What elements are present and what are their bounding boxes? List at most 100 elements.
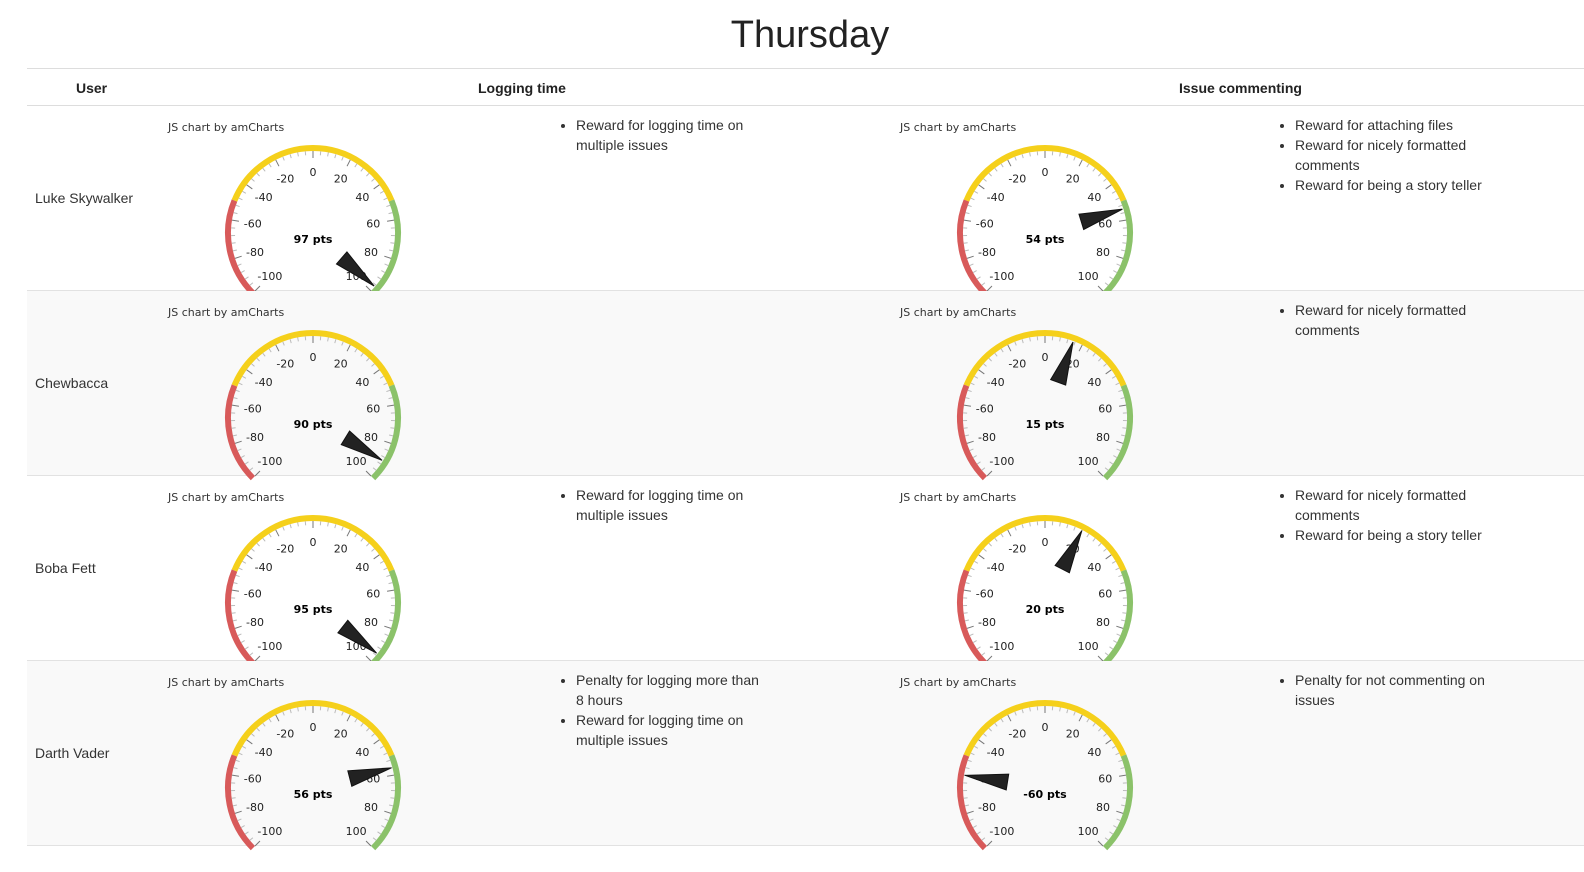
commenting-tick-mark	[1098, 727, 1102, 732]
commenting-tick-mark	[972, 640, 977, 643]
commenting-tick-mark	[1000, 533, 1004, 538]
commenting-tick-mark	[1122, 427, 1127, 429]
logging-tick-mark	[231, 427, 236, 429]
logging-tick-mark	[388, 582, 393, 585]
logging-tick-mark	[249, 652, 254, 656]
commenting-tick-mark	[974, 560, 979, 564]
logging-tick-mark	[372, 282, 377, 286]
logging-tick-mark	[233, 397, 238, 400]
commenting-needle	[964, 773, 1010, 791]
logging-tick-mark	[297, 152, 299, 157]
commenting-reward-list: Penalty for not commenting on issues	[1277, 670, 1485, 710]
amcharts-credit[interactable]: JS chart by amCharts	[900, 121, 1017, 134]
logging-tick-mark	[383, 752, 388, 756]
logging-time-gauge: JS chart by amCharts -100 -80 -60 -40 -20 0 20 4…	[168, 488, 408, 666]
commenting-tick-mark	[969, 263, 974, 267]
logging-tick-label: 80	[364, 616, 378, 629]
commenting-tick-mark	[1103, 363, 1107, 367]
commenting-tick-label: 100	[1078, 270, 1099, 283]
logging-tick-mark	[386, 219, 395, 222]
amcharts-credit[interactable]: JS chart by amCharts	[900, 491, 1017, 504]
logging-tick-mark	[341, 711, 344, 716]
logging-tick-mark	[373, 554, 380, 560]
header-logging-time: Logging time	[478, 80, 566, 96]
logging-tick-mark	[346, 714, 351, 722]
header-user: User	[76, 80, 108, 96]
amcharts-credit[interactable]: JS chart by amCharts	[168, 491, 285, 504]
amcharts-credit[interactable]: JS chart by amCharts	[168, 676, 285, 689]
list-item: Penalty for logging more than 8 hours	[576, 670, 766, 710]
logging-tick-mark	[235, 204, 240, 208]
commenting-tick-mark	[1103, 548, 1107, 552]
logging-tick-mark	[384, 633, 389, 637]
commenting-tick-mark	[1092, 722, 1096, 727]
commenting-tick-label: 20	[1066, 728, 1080, 741]
logging-time-gauge: JS chart by amCharts -100 -80 -60 -40 -20 0 20 4…	[168, 303, 408, 481]
commenting-tick-mark	[1014, 156, 1017, 161]
logging-tick-mark	[268, 533, 272, 538]
list-item: Reward for attaching files	[1295, 115, 1485, 135]
commenting-tick-mark	[966, 625, 974, 629]
logging-tick-mark	[268, 718, 272, 723]
logging-tick-label: -80	[246, 246, 264, 259]
list-item: Reward for being a story teller	[1295, 525, 1485, 545]
commenting-tick-mark	[1115, 382, 1120, 386]
logging-tick-mark	[366, 172, 370, 177]
commenting-tick-mark	[981, 837, 986, 841]
logging-tick-mark	[297, 522, 299, 527]
logging-tick-mark	[282, 341, 285, 346]
logging-tick-mark	[383, 382, 388, 386]
commenting-tick-mark	[1086, 718, 1090, 723]
logging-tick-mark	[242, 745, 247, 749]
logging-tick-mark	[327, 152, 329, 157]
issue-commenting-gauge: JS chart by amCharts-100-80-60-40-200204…	[900, 673, 1140, 851]
page-title: Thursday	[730, 14, 890, 56]
logging-tick-label: 40	[355, 746, 369, 759]
commenting-tick-mark	[976, 831, 981, 835]
commenting-tick-mark	[963, 612, 968, 614]
logging-tick-mark	[242, 375, 247, 379]
table-header: User Logging time Issue commenting	[27, 68, 1584, 106]
commenting-tick-mark	[970, 382, 975, 386]
logging-tick-mark	[381, 825, 386, 828]
logging-tick-label: 80	[364, 431, 378, 444]
scores-table: User Logging time Issue commenting Luke …	[27, 68, 1584, 851]
commenting-value-label: 54 pts	[1026, 233, 1065, 246]
logging-tick-mark	[388, 212, 393, 215]
logging-tick-mark	[240, 455, 245, 458]
commenting-tick-mark	[986, 285, 993, 292]
commenting-tick-mark	[1118, 589, 1127, 592]
logging-band-2	[370, 569, 401, 666]
logging-tick-mark	[244, 831, 249, 835]
logging-tick-mark	[381, 270, 386, 273]
commenting-tick-label: -40	[987, 561, 1005, 574]
commenting-tick-mark	[1007, 344, 1012, 352]
amcharts-credit[interactable]: JS chart by amCharts	[900, 306, 1017, 319]
logging-tick-mark	[232, 434, 237, 437]
logging-tick-mark	[379, 190, 384, 194]
logging-tick-mark	[389, 434, 394, 437]
amcharts-credit[interactable]: JS chart by amCharts	[900, 676, 1017, 689]
amcharts-credit[interactable]: JS chart by amCharts	[168, 306, 285, 319]
commenting-tick-mark	[972, 825, 977, 828]
logging-tick-label: 80	[364, 246, 378, 259]
logging-tick-mark	[360, 352, 364, 357]
commenting-needle	[1078, 208, 1123, 231]
commenting-tick-label: 100	[1078, 825, 1099, 838]
commenting-tick-label: 60	[1098, 772, 1112, 785]
commenting-tick-mark	[963, 589, 972, 592]
commenting-tick-mark	[1118, 774, 1127, 777]
commenting-tick-mark	[970, 752, 975, 756]
user-name: Chewbacca	[35, 375, 109, 391]
logging-tick-label: 0	[310, 166, 317, 179]
logging-tick-label: 40	[355, 376, 369, 389]
commenting-tick-mark	[994, 167, 998, 172]
commenting-tick-mark	[983, 548, 987, 552]
commenting-tick-mark	[1103, 178, 1107, 182]
commenting-band-2	[1102, 754, 1133, 851]
amcharts-credit[interactable]: JS chart by amCharts	[168, 121, 285, 134]
commenting-tick-label: -80	[978, 431, 996, 444]
commenting-tick-mark	[1078, 344, 1083, 352]
logging-tick-mark	[262, 537, 266, 542]
commenting-tick-mark	[1116, 440, 1124, 444]
